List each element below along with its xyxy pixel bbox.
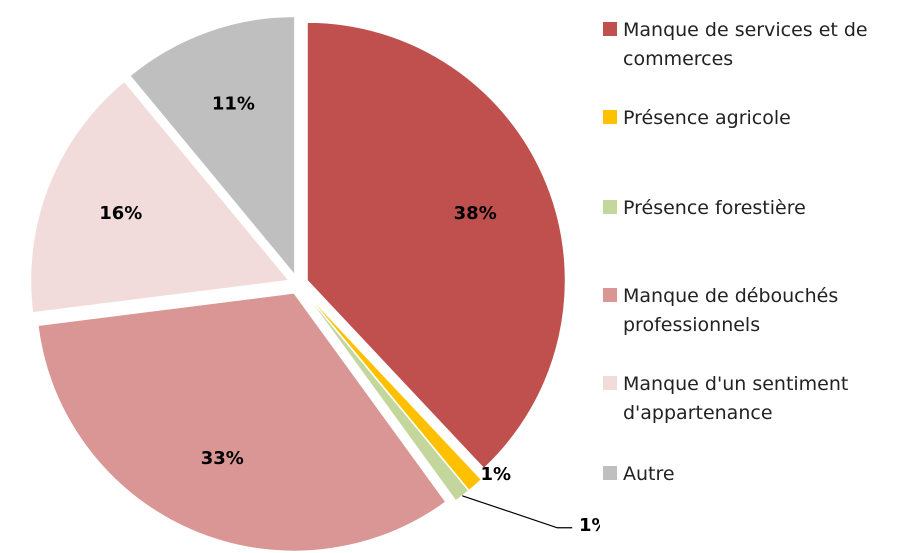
legend-item: Manque de services et de commerces [603, 16, 913, 74]
legend-swatch [603, 22, 617, 36]
pie-slice [37, 292, 447, 552]
data-label: 1% [579, 515, 600, 536]
legend-label: Présence forestière [623, 197, 806, 219]
pie-slice [304, 291, 482, 491]
data-label: 1% [481, 464, 512, 485]
pie-slice [129, 16, 296, 276]
legend-swatch [603, 200, 617, 214]
legend-swatch [603, 376, 617, 390]
pie-slice [306, 21, 566, 470]
legend-swatch [603, 288, 617, 302]
legend-label: Présence agricole [623, 107, 791, 129]
legend-label: Manque de débouchés professionnels [623, 285, 839, 336]
legend-item: Manque de débouchés professionnels [603, 282, 913, 340]
legend-label: Autre [623, 463, 675, 485]
data-label: 11% [212, 94, 255, 115]
legend-item: Autre [603, 460, 913, 489]
legend-item: Présence forestière [603, 194, 913, 223]
data-label: 33% [201, 448, 244, 469]
pie: 38% 1% 1% 33% 16% 11% [30, 16, 600, 552]
data-label: 38% [454, 203, 497, 224]
pie-slice [30, 80, 290, 314]
legend-swatch [603, 466, 617, 480]
legend-label: Manque d'un sentiment d'appartenance [623, 373, 849, 424]
legend-item: Manque d'un sentiment d'appartenance [603, 370, 913, 428]
data-label: 16% [99, 203, 142, 224]
pie-slice [303, 291, 470, 502]
legend-swatch [603, 110, 617, 124]
legend-label: Manque de services et de commerces [623, 19, 868, 70]
leader-line [462, 495, 573, 529]
legend-item: Présence agricole [603, 104, 913, 133]
